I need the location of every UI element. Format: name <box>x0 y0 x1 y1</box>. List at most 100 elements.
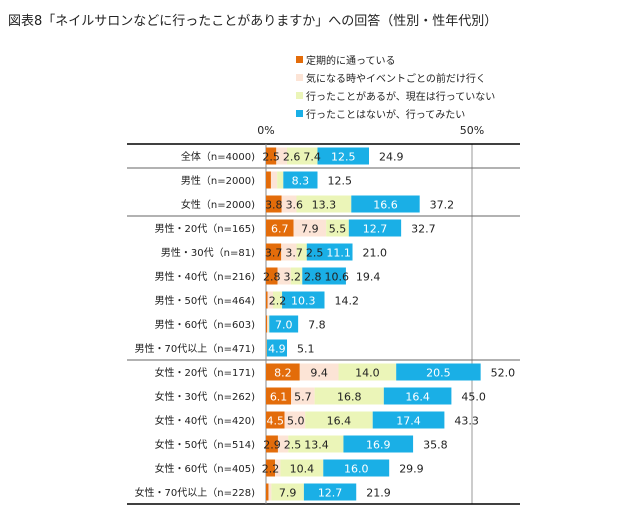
bar-segment <box>266 291 268 309</box>
legend-label: 行ったことはないが、行ってみたい <box>306 109 466 121</box>
data-label: 2.5 <box>306 247 324 260</box>
data-label: 2.2 <box>269 295 287 308</box>
bar-segment <box>281 243 297 261</box>
data-label: 9.4 <box>310 367 328 380</box>
bar-segment <box>267 315 269 333</box>
bar-segment <box>302 267 346 285</box>
category-label: 男性・20代（n=165) <box>155 222 256 235</box>
bar-segment <box>266 459 276 477</box>
data-label: 8.3 <box>292 175 310 188</box>
data-label: 4.5 <box>267 415 285 428</box>
legend-swatch <box>296 109 303 117</box>
data-label: 16.4 <box>405 391 430 404</box>
total-label: 24.9 <box>379 151 404 164</box>
bar-segment <box>296 243 307 261</box>
category-label: 女性（n=2000) <box>181 198 255 211</box>
bar-segment <box>277 267 291 285</box>
legend-swatch <box>296 55 303 63</box>
bar-segment <box>266 339 288 357</box>
bar-segment <box>268 315 270 333</box>
data-label: 16.9 <box>366 439 391 452</box>
bar-segment <box>266 243 282 261</box>
bar-segment <box>299 363 339 381</box>
bar-segment <box>266 435 278 453</box>
x-tick-label: 50% <box>460 124 484 137</box>
bar-segment <box>293 219 327 237</box>
category-label: 男性（n=2000) <box>181 174 255 187</box>
data-label: 2.5 <box>262 151 280 164</box>
bar-segment <box>372 411 445 429</box>
category-label: 男性・40代（n=216) <box>155 270 256 283</box>
total-label: 29.9 <box>399 463 424 476</box>
data-label: 6.7 <box>271 223 289 236</box>
total-label: 12.5 <box>328 175 353 188</box>
data-label: 16.4 <box>327 415 352 428</box>
total-label: 19.4 <box>356 271 381 284</box>
data-label: 7.9 <box>301 223 319 236</box>
data-label: 20.5 <box>426 367 451 380</box>
bar-segment <box>276 147 288 165</box>
data-label: 3.7 <box>265 247 283 260</box>
bar-segment <box>266 267 278 285</box>
data-label: 7.9 <box>279 487 297 500</box>
bar-segment <box>266 387 292 405</box>
data-label: 4.9 <box>268 343 286 356</box>
total-label: 21.0 <box>363 247 388 260</box>
legend-item: 定期的に通っている <box>296 50 495 68</box>
data-label: 12.7 <box>363 223 388 236</box>
bar-segment <box>273 291 283 309</box>
legend-swatch <box>296 91 303 99</box>
bar-segment <box>303 483 357 501</box>
data-label: 8.2 <box>274 367 292 380</box>
bar-segment <box>348 219 402 237</box>
data-label: 2.9 <box>263 439 281 452</box>
category-label: 全体（n=4000) <box>181 150 255 163</box>
bar-segment <box>266 171 271 189</box>
bar-segment <box>275 459 281 477</box>
bar-segment <box>314 387 384 405</box>
category-label: 女性・20代（n=171) <box>155 366 256 379</box>
data-label: 10.6 <box>325 271 350 284</box>
bar-segment <box>268 483 272 501</box>
data-label: 10.3 <box>291 295 316 308</box>
data-label: 12.5 <box>331 151 356 164</box>
legend-swatch <box>296 73 303 81</box>
bar-segment <box>306 243 353 261</box>
data-label: 2.8 <box>304 271 322 284</box>
bar-segment <box>266 411 285 429</box>
data-label: 16.6 <box>373 199 398 212</box>
bar-segment <box>281 195 297 213</box>
bar-segment <box>396 363 481 381</box>
data-label: 12.7 <box>318 487 343 500</box>
bar-segment <box>269 315 299 333</box>
total-label: 37.2 <box>430 199 455 212</box>
bar-segment <box>296 195 352 213</box>
data-label: 5.5 <box>329 223 347 236</box>
category-label: 男性・30代（n=81) <box>161 246 255 259</box>
total-label: 21.9 <box>366 487 391 500</box>
bar-segment <box>277 171 284 189</box>
bar-segment <box>277 435 289 453</box>
bar-segment <box>266 363 300 381</box>
data-label: 16.8 <box>337 391 362 404</box>
data-label: 13.4 <box>304 439 329 452</box>
data-label: 5.7 <box>294 391 312 404</box>
total-label: 32.7 <box>411 223 436 236</box>
category-label: 男性・60代（n=603) <box>155 318 256 331</box>
bar-segment <box>266 147 277 165</box>
data-label: 7.0 <box>275 319 293 332</box>
data-label: 6.1 <box>270 391 288 404</box>
x-tick-label: 0% <box>257 124 274 137</box>
total-label: 52.0 <box>491 367 515 380</box>
data-label: 11.1 <box>326 247 351 260</box>
legend-item: 行ったことはないが、行ってみたい <box>296 104 495 122</box>
bar-segment <box>351 195 420 213</box>
data-label: 7.4 <box>303 151 321 164</box>
data-label: 17.4 <box>396 415 421 428</box>
data-label: 10.4 <box>290 463 315 476</box>
data-label: 3.6 <box>286 199 304 212</box>
category-label: 男性・50代（n=464) <box>155 294 256 307</box>
legend-item: 行ったことがあるが、現在は行っていない <box>296 86 495 104</box>
bar-segment <box>266 315 268 333</box>
